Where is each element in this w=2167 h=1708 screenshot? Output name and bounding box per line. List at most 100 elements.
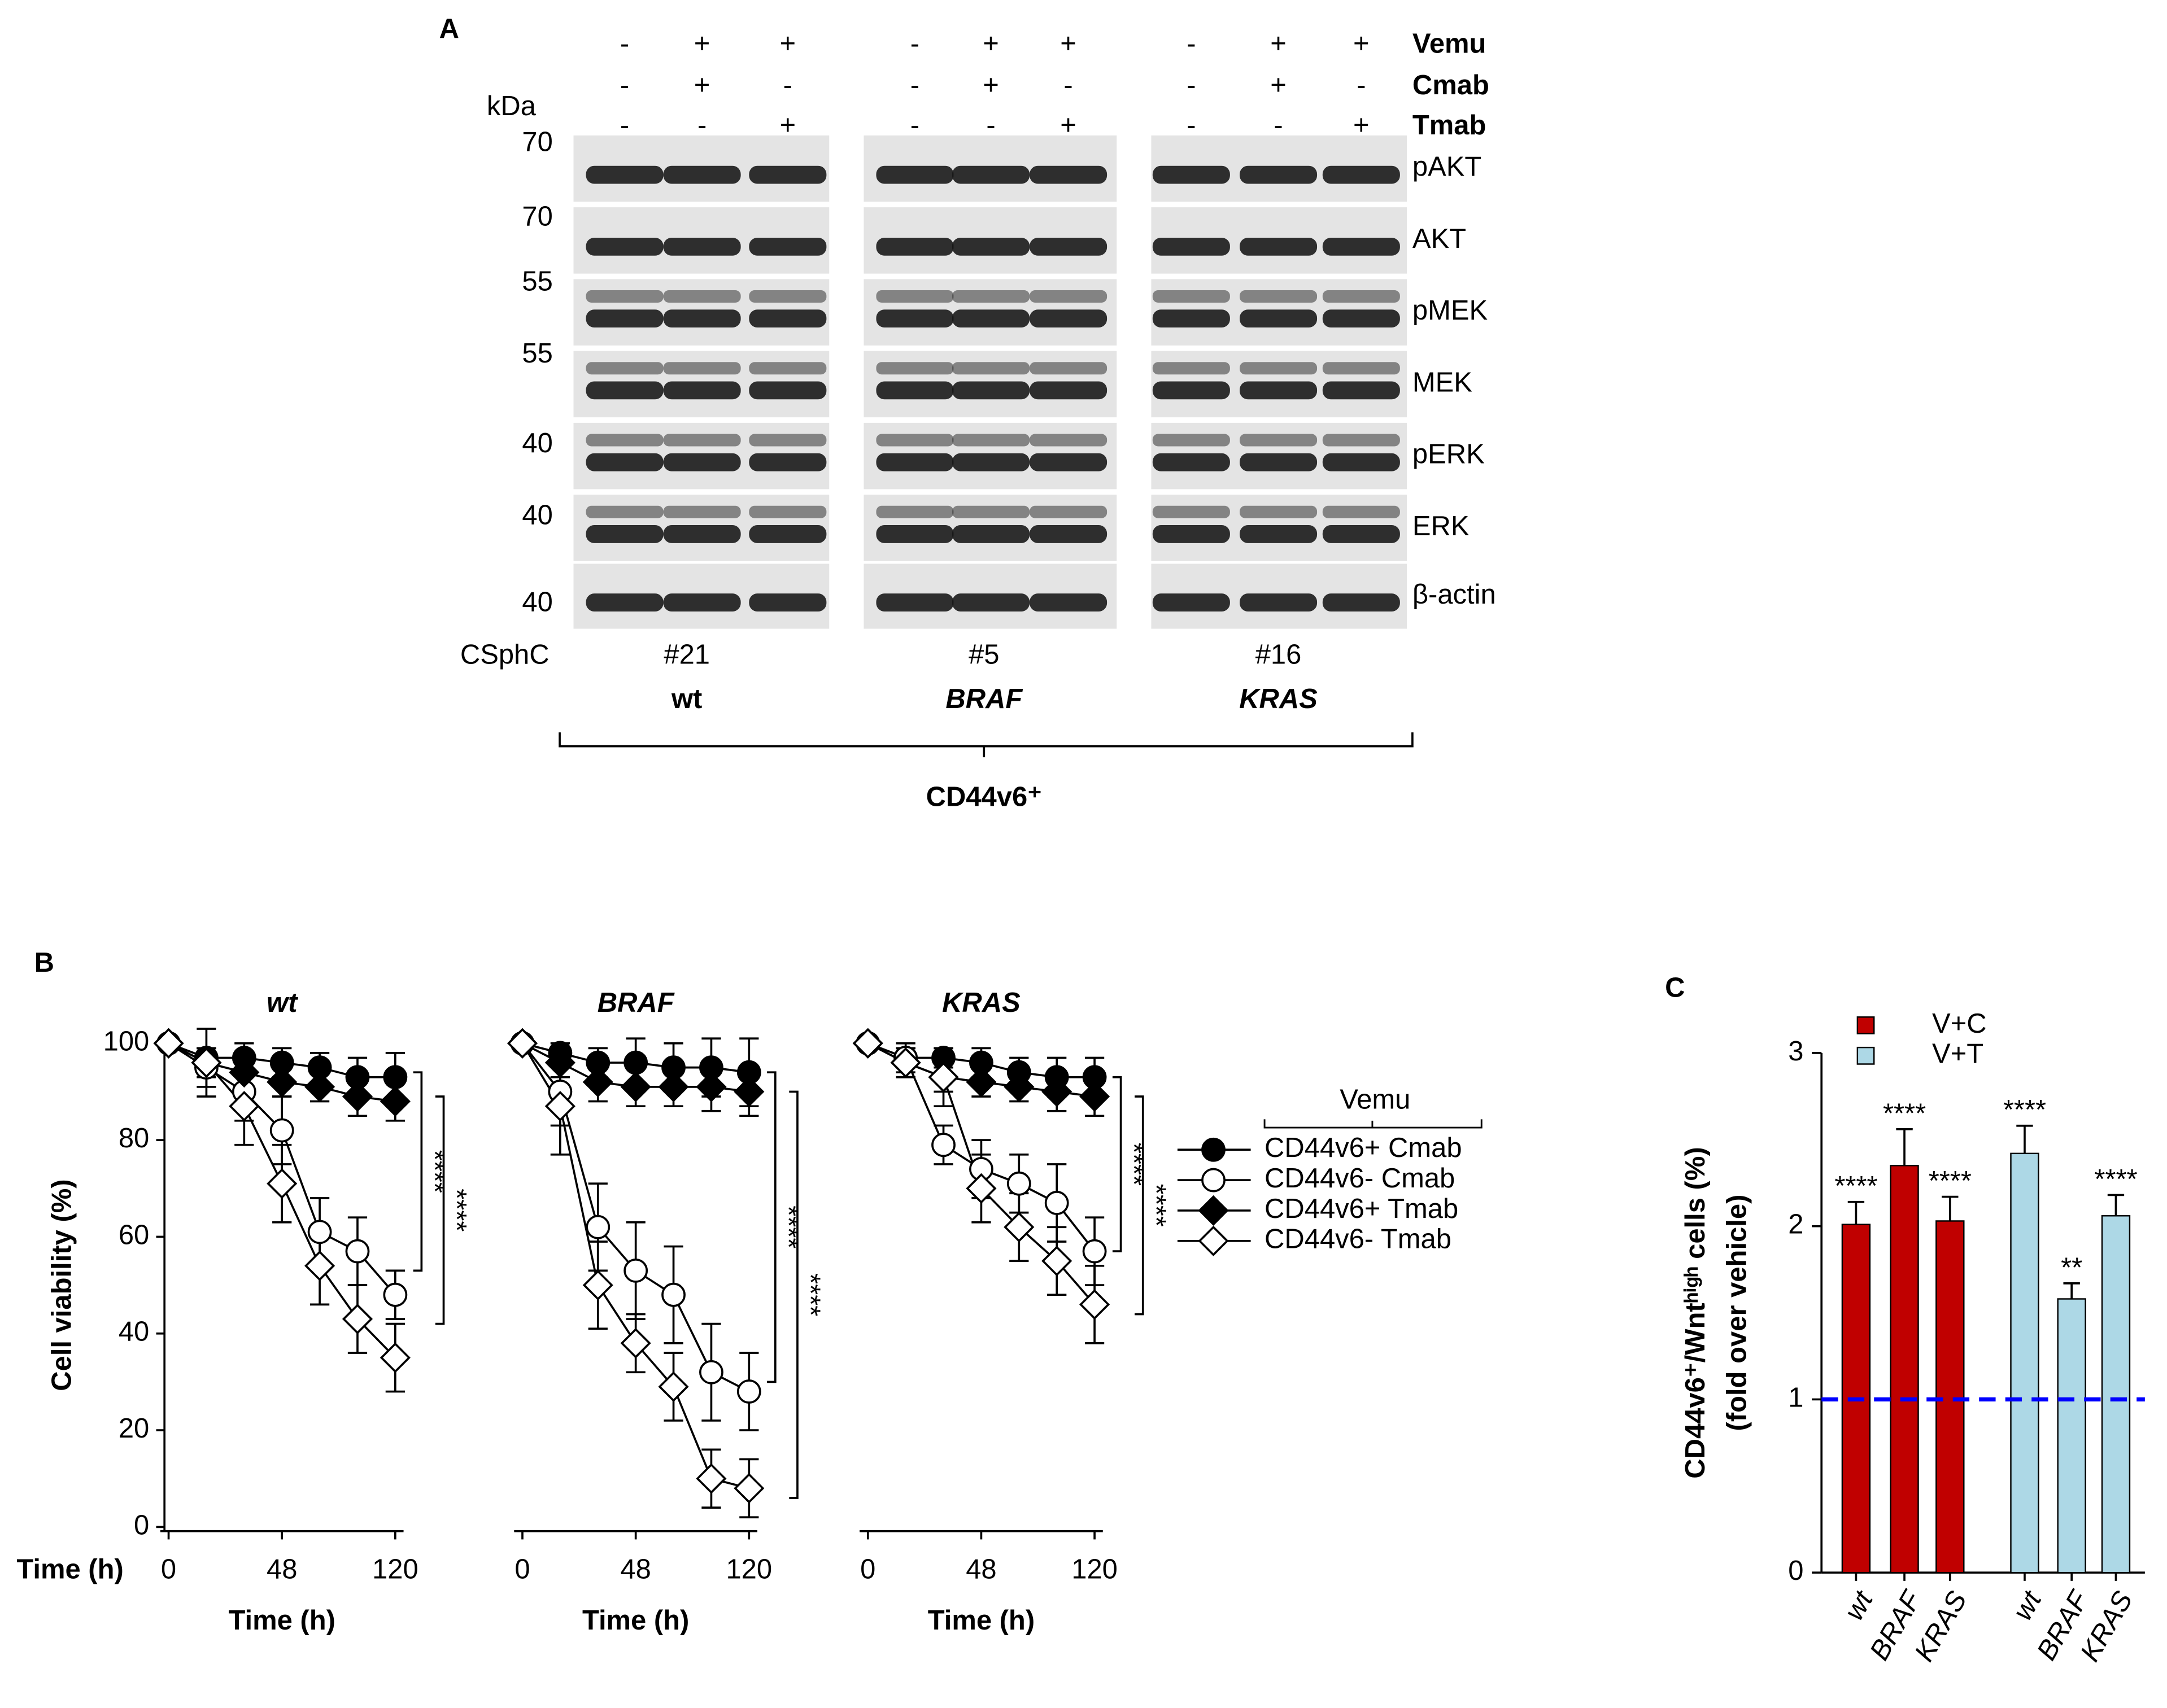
marker bbox=[1079, 1081, 1110, 1112]
band bbox=[876, 381, 954, 400]
band bbox=[876, 237, 954, 256]
marker bbox=[1041, 1246, 1072, 1277]
panel-label: B bbox=[34, 947, 54, 978]
marker bbox=[304, 1071, 335, 1102]
band bbox=[876, 434, 954, 447]
marker bbox=[229, 1057, 260, 1088]
marker bbox=[307, 1220, 332, 1244]
band bbox=[952, 165, 1030, 184]
error-bar bbox=[2107, 1194, 2125, 1216]
band bbox=[1240, 237, 1318, 256]
treatment-sign: - bbox=[783, 70, 792, 101]
band bbox=[586, 434, 664, 447]
band bbox=[586, 362, 664, 375]
band bbox=[952, 593, 1030, 611]
protein-label: β-actin bbox=[1412, 579, 1496, 610]
mutation-label: BRAF bbox=[945, 684, 1023, 714]
band bbox=[1030, 362, 1108, 375]
significance-label: **** bbox=[795, 1273, 826, 1316]
band bbox=[749, 381, 827, 400]
marker bbox=[383, 1282, 408, 1307]
band bbox=[663, 525, 741, 543]
band bbox=[1322, 362, 1400, 375]
marker bbox=[153, 1028, 184, 1059]
y-tick-label: 0 bbox=[1788, 1556, 1803, 1586]
bar bbox=[2057, 1298, 2086, 1574]
line-id: #5 bbox=[969, 639, 999, 670]
band bbox=[1322, 381, 1400, 400]
band bbox=[1030, 309, 1108, 328]
band bbox=[876, 309, 954, 328]
legend-label: CD44v6- Tmab bbox=[1265, 1224, 1451, 1255]
marker bbox=[620, 1071, 651, 1102]
band bbox=[1152, 362, 1230, 375]
significance-bracket bbox=[435, 1095, 445, 1325]
bar bbox=[1841, 1224, 1871, 1574]
protein-label: pMEK bbox=[1412, 295, 1488, 326]
significance-bracket bbox=[789, 1090, 799, 1499]
legend-label: V+C bbox=[1932, 1008, 1987, 1039]
band bbox=[586, 165, 664, 184]
band bbox=[1030, 593, 1108, 611]
band bbox=[1240, 290, 1318, 303]
treatment-sign: + bbox=[694, 29, 710, 59]
kda-marker: 70 bbox=[522, 202, 552, 232]
band bbox=[749, 525, 827, 543]
chart-title: KRAS bbox=[942, 988, 1021, 1018]
significance-label: **** bbox=[441, 1189, 472, 1231]
x-tick-label: 48 bbox=[620, 1554, 651, 1585]
band bbox=[952, 309, 1030, 328]
band bbox=[1030, 381, 1108, 400]
error-bar bbox=[1942, 1195, 1959, 1221]
marker bbox=[1201, 1168, 1226, 1192]
marker bbox=[623, 1050, 648, 1075]
legend-swatch bbox=[1856, 1046, 1875, 1065]
band bbox=[663, 593, 741, 611]
band bbox=[1240, 309, 1318, 328]
line-id: #21 bbox=[664, 639, 710, 670]
legend-rule bbox=[1263, 1119, 1483, 1129]
mutation-label: wt bbox=[671, 684, 702, 714]
band bbox=[1152, 453, 1230, 471]
mutation-label: KRAS bbox=[1239, 684, 1318, 714]
band bbox=[749, 453, 827, 471]
band bbox=[1322, 434, 1400, 447]
band bbox=[876, 290, 954, 303]
treatment-sign: - bbox=[697, 110, 707, 141]
kda-marker: 40 bbox=[522, 587, 552, 617]
treatment-sign: - bbox=[620, 70, 629, 101]
treatment-name: Vemu bbox=[1412, 29, 1486, 59]
band bbox=[749, 593, 827, 611]
treatment-sign: - bbox=[620, 29, 629, 59]
band bbox=[586, 381, 664, 400]
protein-label: ERK bbox=[1412, 511, 1470, 541]
band bbox=[1152, 505, 1230, 518]
band bbox=[1030, 505, 1108, 518]
x-tick-label: 120 bbox=[726, 1554, 772, 1585]
value-label: ** bbox=[2061, 1252, 2082, 1283]
y-axis-label: Cell viability (%) bbox=[46, 1179, 77, 1391]
significance-bracket bbox=[413, 1071, 423, 1272]
band bbox=[1240, 165, 1318, 184]
x-tick-label: 48 bbox=[267, 1554, 297, 1585]
bar bbox=[2101, 1215, 2131, 1574]
marker bbox=[1041, 1076, 1072, 1107]
marker bbox=[623, 1258, 648, 1283]
protein-label: AKT bbox=[1412, 224, 1466, 254]
band bbox=[1152, 434, 1230, 447]
x-axis-label: Time (h) bbox=[228, 1605, 335, 1636]
marker bbox=[1004, 1212, 1035, 1243]
treatment-name: Cmab bbox=[1412, 70, 1489, 101]
y-tick-label: 0 bbox=[134, 1510, 149, 1540]
band bbox=[749, 362, 827, 375]
x-tick-label: 120 bbox=[1071, 1554, 1118, 1585]
y-axis-label: CD44v6⁺/Wntʰⁱᵍʰ cells (%) bbox=[1680, 1147, 1711, 1478]
treatment-sign: + bbox=[1270, 29, 1287, 59]
y-tick-label: 3 bbox=[1788, 1036, 1803, 1067]
band bbox=[1240, 381, 1318, 400]
kda-marker: 40 bbox=[522, 428, 552, 458]
band bbox=[663, 309, 741, 328]
marker bbox=[229, 1091, 260, 1122]
treatment-name: Tmab bbox=[1412, 110, 1486, 141]
